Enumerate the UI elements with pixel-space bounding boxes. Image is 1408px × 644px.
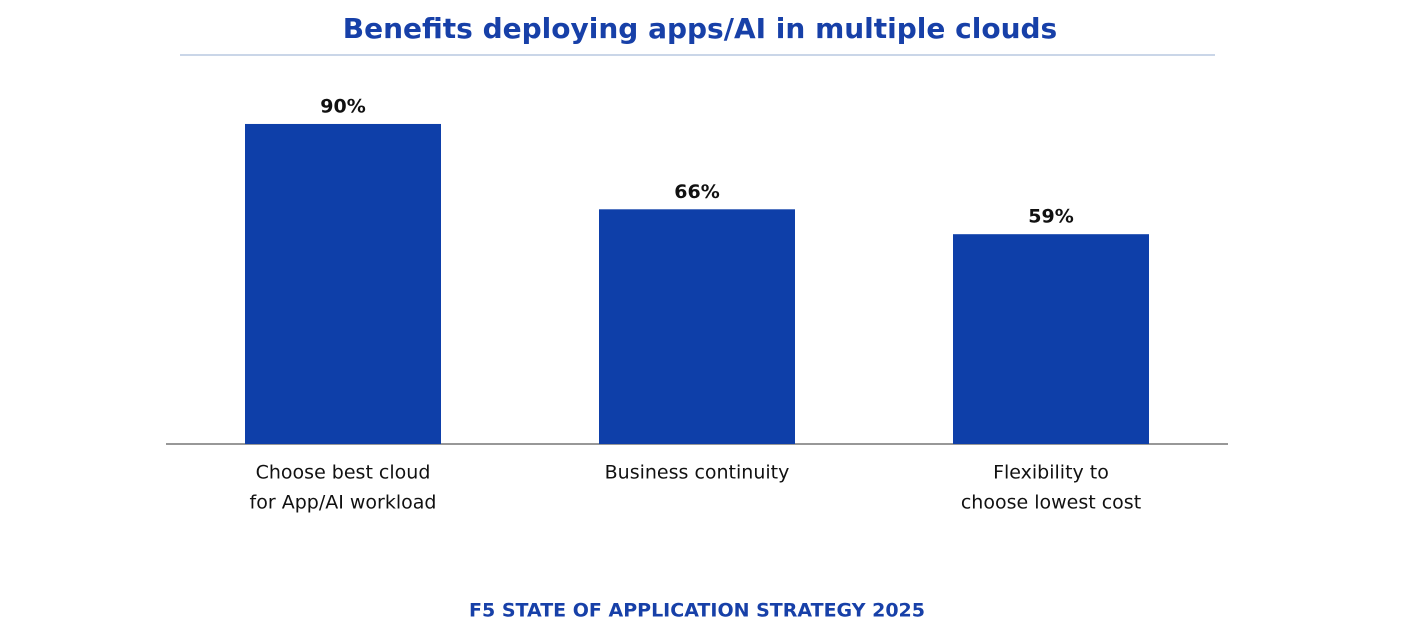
bar	[245, 123, 441, 445]
x-tick-label: Flexibility to	[993, 462, 1109, 484]
value-label: 90%	[320, 95, 365, 117]
bar	[953, 234, 1149, 444]
x-tick-label: Business continuity	[605, 462, 790, 484]
bar	[599, 209, 795, 444]
value-label: 59%	[1028, 206, 1073, 228]
x-tick-label: Choose best cloud	[256, 462, 431, 484]
x-tick-label: for App/AI workload	[250, 492, 437, 514]
value-label: 66%	[674, 181, 719, 203]
chart-title: Benefits deploying apps/AI in multiple c…	[343, 12, 1057, 45]
footer: F5 STATE OF APPLICATION STRATEGY 2025	[469, 600, 925, 622]
x-tick-label: choose lowest cost	[961, 492, 1141, 514]
